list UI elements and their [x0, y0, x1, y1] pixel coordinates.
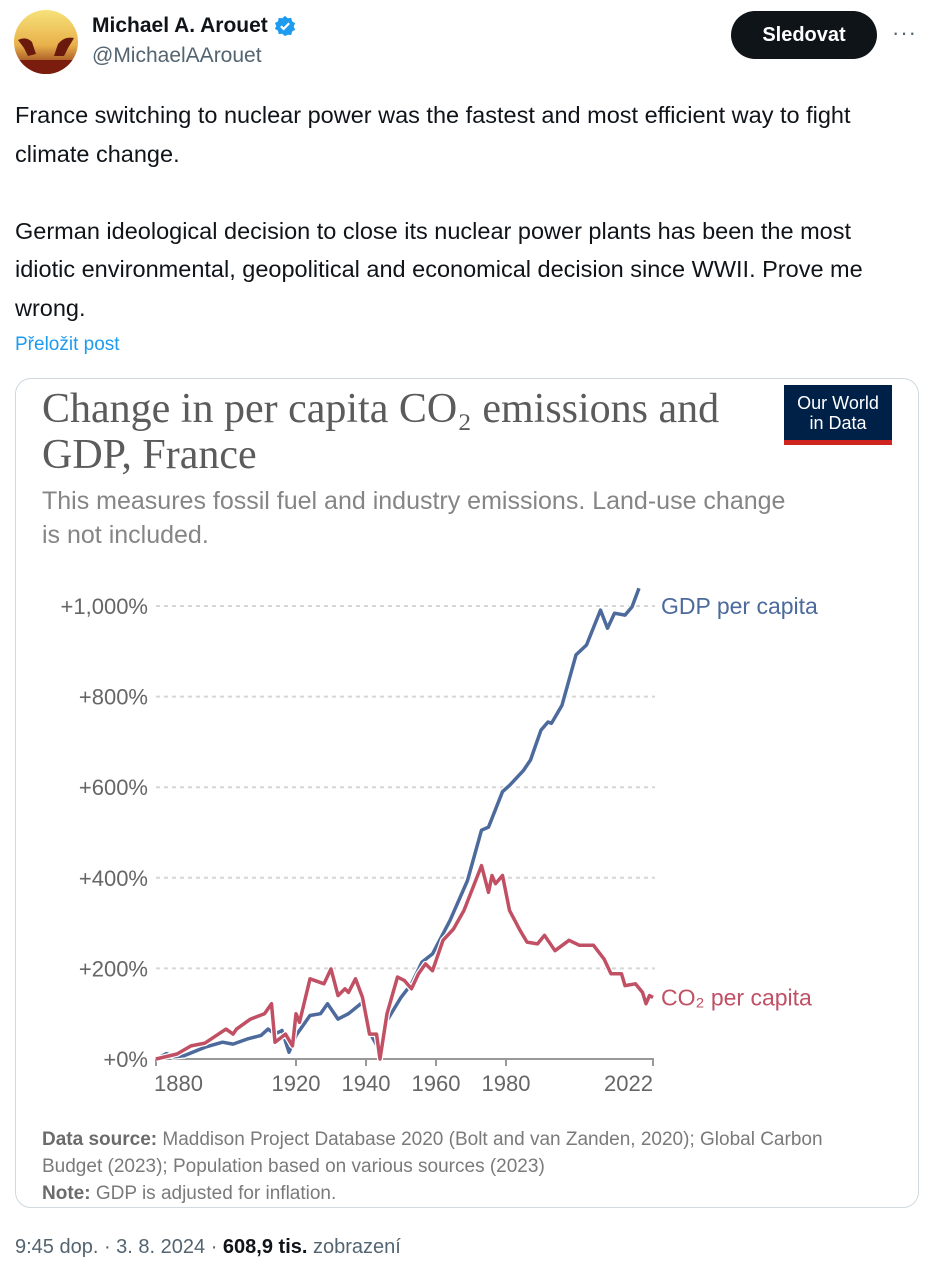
views-label: zobrazení: [307, 1236, 401, 1258]
translate-post-link[interactable]: Přeložit post: [15, 334, 120, 355]
y-tick-label: +600%: [79, 775, 148, 800]
note-label: Note:: [42, 1183, 91, 1204]
y-tick-label: +1,000%: [61, 594, 148, 619]
series-line-co2: [155, 863, 654, 1061]
x-tick-label: 1960: [412, 1071, 461, 1096]
author-handle[interactable]: @MichaelAArouet: [92, 44, 262, 67]
chart-source-note: Data source: Maddison Project Database 2…: [42, 1126, 882, 1207]
series-label-co2: CO₂ per capita: [661, 984, 812, 1010]
owid-logo: Our World in Data: [784, 385, 892, 445]
data-source-label: Data source:: [42, 1129, 158, 1150]
chart-subtitle: This measures fossil fuel and industry e…: [42, 487, 786, 549]
series-halo: [155, 862, 655, 1062]
verified-badge-icon: [274, 15, 295, 37]
avatar[interactable]: [14, 10, 78, 74]
y-tick-label: +200%: [79, 956, 148, 981]
series-label-gdp: GDP per capita: [661, 593, 818, 619]
x-tick-label: 1880: [154, 1071, 203, 1096]
chart-title: Change in per capita CO₂ emissions and G…: [42, 386, 720, 478]
author-name-row[interactable]: Michael A. Arouet: [92, 14, 296, 38]
timestamp[interactable]: 9:45 dop. · 3. 8. 2024 ·: [15, 1236, 223, 1258]
y-tick-label: +400%: [79, 866, 148, 891]
owid-logo-line2: in Data: [809, 413, 867, 433]
author-name[interactable]: Michael A. Arouet: [92, 14, 268, 37]
series-line-gdp: [155, 587, 641, 1061]
owid-logo-line1: Our World: [797, 393, 879, 413]
x-tick-label: 1920: [272, 1071, 321, 1096]
follow-button[interactable]: Sledovat: [731, 11, 877, 59]
y-tick-label: +0%: [103, 1047, 148, 1072]
avatar-image: [14, 10, 78, 74]
more-options-icon[interactable]: ···: [892, 20, 917, 45]
chart-image-card[interactable]: [15, 378, 919, 1208]
note: Note: GDP is adjusted for inflation.: [42, 1180, 882, 1207]
y-tick-label: +800%: [79, 685, 148, 710]
x-tick-label: 1980: [482, 1071, 531, 1096]
x-tick-label: 1940: [342, 1071, 391, 1096]
note-text: GDP is adjusted for inflation.: [90, 1183, 337, 1204]
view-count: 608,9 tis.: [222, 1236, 308, 1258]
tweet-text: France switching to nuclear power was th…: [15, 102, 863, 321]
series-halo: [154, 587, 642, 1062]
tweet-meta: 9:45 dop. · 3. 8. 2024 · 608,9 tis. zobr…: [15, 1236, 401, 1259]
data-source: Data source: Maddison Project Database 2…: [42, 1126, 882, 1180]
data-source-text: Maddison Project Database 2020 (Bolt and…: [42, 1129, 823, 1177]
x-tick-label: 2022: [604, 1071, 653, 1096]
